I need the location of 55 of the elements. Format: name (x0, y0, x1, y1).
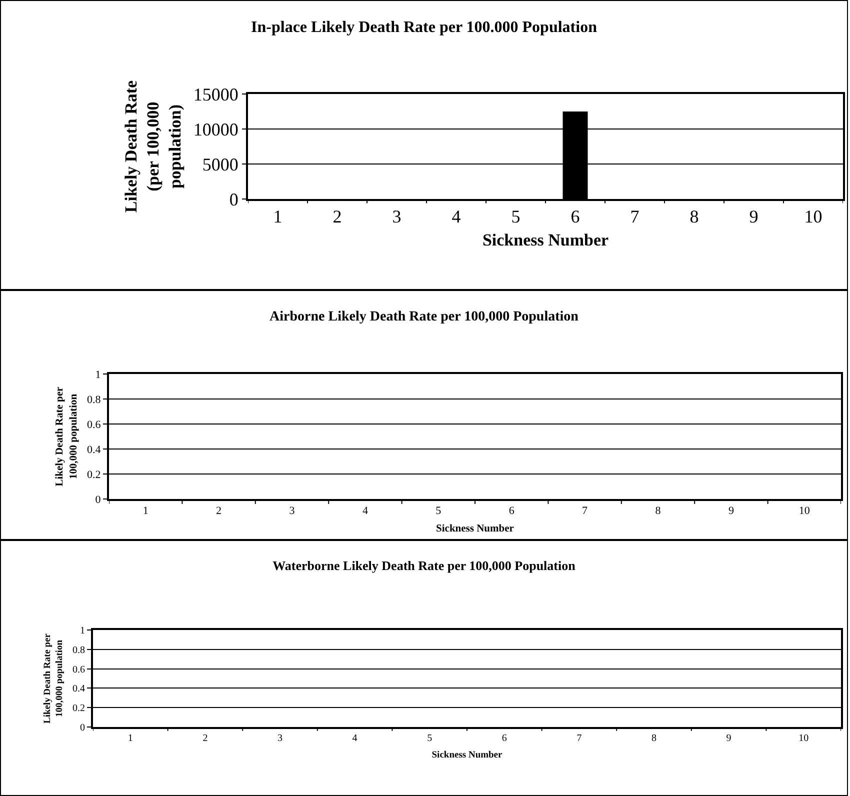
y-tick-label: 0.2 (87, 468, 101, 481)
x-tick-label: 2 (202, 733, 208, 744)
x-tick-label: 9 (749, 206, 758, 227)
x-tick-label: 7 (576, 733, 582, 744)
x-tick-label: 8 (655, 505, 662, 518)
y-tick-label: 1 (95, 368, 101, 381)
x-tick-label: 7 (630, 206, 640, 227)
y-tick-label: 5000 (202, 154, 238, 174)
x-tick-label: 4 (352, 733, 358, 744)
x-tick-label: 4 (452, 206, 461, 227)
y-tick-label: 0.6 (72, 664, 85, 676)
x-tick-label: 10 (804, 206, 822, 227)
chart-title: Waterborne Likely Death Rate per 100,000 Population (272, 558, 576, 573)
x-tick-label: 3 (278, 733, 282, 744)
y-tick-label: 1 (80, 626, 85, 636)
x-tick-label: 6 (570, 206, 580, 227)
y-tick-label: 0 (80, 722, 85, 734)
x-tick-label: 9 (728, 505, 734, 518)
y-tick-label: 15000 (193, 84, 238, 104)
x-tick-label: 3 (392, 206, 402, 227)
x-axis-title: Sickness Number (432, 750, 504, 761)
x-tick-label: 6 (502, 733, 507, 744)
chart-title: Airborne Likely Death Rate per 100,000 Population (270, 310, 579, 325)
x-tick-label: 10 (798, 733, 809, 744)
y-tick-label: 0.8 (72, 644, 85, 656)
y-tick-label: 0.6 (87, 418, 102, 431)
x-tick-label: 4 (362, 505, 368, 518)
x-tick-label: 8 (690, 206, 699, 227)
y-tick-label: 10000 (193, 119, 238, 140)
y-axis-title: Likely Death Rate per 100,000 population (54, 386, 80, 486)
x-tick-label: 1 (142, 505, 148, 518)
y-tick-label: 0.4 (72, 684, 85, 695)
x-tick-label: 5 (511, 206, 520, 227)
x-tick-label: 7 (582, 505, 588, 518)
x-tick-label: 1 (128, 733, 133, 744)
x-axis-title: Sickness Number (436, 524, 514, 535)
y-axis-title: Likely Death Rate (per 100,000 population) (121, 80, 184, 213)
x-tick-label: 2 (216, 505, 222, 518)
y-tick-label: 0.8 (87, 394, 102, 406)
x-tick-label: 1 (273, 206, 282, 227)
x-tick-label: 8 (652, 733, 656, 744)
x-tick-label: 9 (726, 733, 732, 744)
x-tick-label: 5 (427, 733, 432, 744)
x-axis-title: Sickness Number (482, 230, 609, 250)
y-tick-label: 0.2 (72, 703, 85, 714)
x-tick-label: 3 (289, 505, 296, 518)
x-tick-label: 5 (436, 505, 442, 518)
y-tick-label: 0 (229, 189, 238, 210)
chart-title: In-place Likely Death Rate per 100.000 Population (251, 19, 598, 36)
x-tick-label: 2 (332, 206, 342, 227)
y-tick-label: 0.4 (87, 444, 102, 456)
x-tick-label: 6 (508, 505, 515, 518)
y-axis-title: Likely Death Rate per 100,000 population (42, 632, 66, 724)
y-tick-label: 0 (95, 494, 102, 506)
x-tick-label: 10 (798, 505, 810, 518)
